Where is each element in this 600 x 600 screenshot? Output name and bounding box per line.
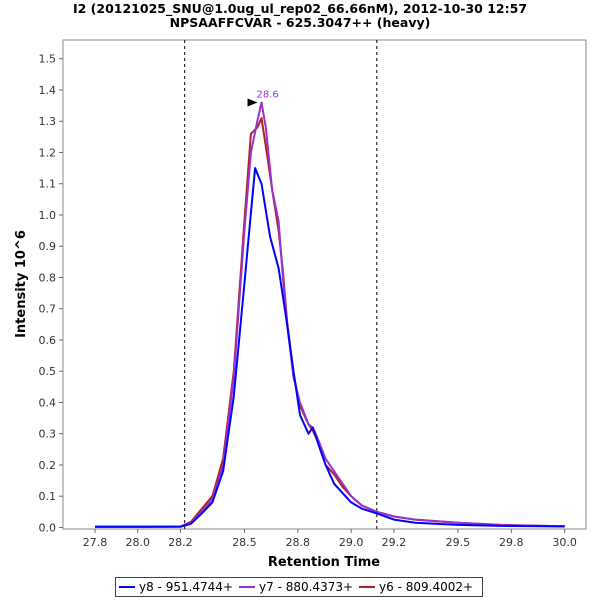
peak-arrow-icon — [247, 98, 258, 107]
x-tick-label: 28.8 — [286, 536, 311, 549]
legend-label-y6: y6 - 809.4002+ — [379, 580, 474, 594]
y-tick-label: 0.4 — [39, 396, 57, 409]
chart-subtitle: NPSAAFFCVAR - 625.3047++ (heavy) — [169, 15, 431, 30]
y-tick-label: 0.2 — [39, 459, 57, 472]
x-tick-label: 28.0 — [125, 536, 150, 549]
legend-swatch-y8 — [119, 586, 135, 588]
y-tick-label: 0.7 — [39, 303, 57, 316]
y-tick-label: 1.2 — [39, 146, 57, 159]
series-lines — [95, 101, 565, 528]
x-tick-label: 29.0 — [339, 536, 364, 549]
y-tick-label: 1.5 — [39, 53, 57, 66]
x-tick-label: 28.5 — [232, 536, 257, 549]
series-line-y8 — [95, 167, 565, 528]
y-tick-label: 0.6 — [39, 334, 57, 347]
y-tick-label: 0.0 — [39, 521, 57, 534]
y-tick-label: 0.5 — [39, 365, 57, 378]
y-tick-label: 1.4 — [39, 84, 57, 97]
legend-item-y7: y7 - 880.4373+ — [239, 580, 353, 594]
y-tick-label: 1.1 — [39, 178, 57, 191]
legend-label-y7: y7 - 880.4373+ — [259, 580, 354, 594]
y-tick-label: 1.3 — [39, 115, 57, 128]
legend-label-y8: y8 - 951.4744+ — [139, 580, 234, 594]
x-tick-label: 28.2 — [168, 536, 193, 549]
legend-item-y8: y8 - 951.4744+ — [119, 580, 233, 594]
legend-item-y6: y6 - 809.4002+ — [359, 580, 473, 594]
peak-label: 28.6 — [257, 89, 279, 100]
legend-swatch-y6 — [359, 586, 376, 588]
y-tick-label: 0.1 — [39, 490, 57, 503]
x-tick-label: 29.5 — [446, 536, 471, 549]
peak-annotations: 28.6 — [247, 89, 279, 107]
x-tick-label: 30.0 — [552, 536, 577, 549]
x-tick-label: 29.8 — [499, 536, 524, 549]
y-tick-label: 1.0 — [39, 209, 57, 222]
x-tick-label: 27.8 — [83, 536, 108, 549]
legend-swatch-y7 — [239, 586, 256, 588]
y-tick-label: 0.9 — [39, 240, 57, 253]
axis-ticks: 27.8 28.0 28.2 28.5 28.8 29.0 29.2 29.5 29.8 30.0… — [39, 53, 577, 549]
y-tick-label: 0.8 — [39, 271, 57, 284]
legend: y8 - 951.4744+ y7 - 880.4373+ y6 - 809.4… — [115, 577, 483, 597]
y-axis-label: Intensity 10^6 — [14, 230, 29, 338]
plot-area — [62, 39, 587, 530]
x-axis-label: Retention Time — [268, 555, 380, 570]
y-tick-label: 0.3 — [39, 428, 57, 441]
x-tick-label: 29.2 — [382, 536, 407, 549]
chart-title: I2 (20121025_SNU@1.0ug_ul_rep02_66.66nM)… — [72, 1, 528, 16]
